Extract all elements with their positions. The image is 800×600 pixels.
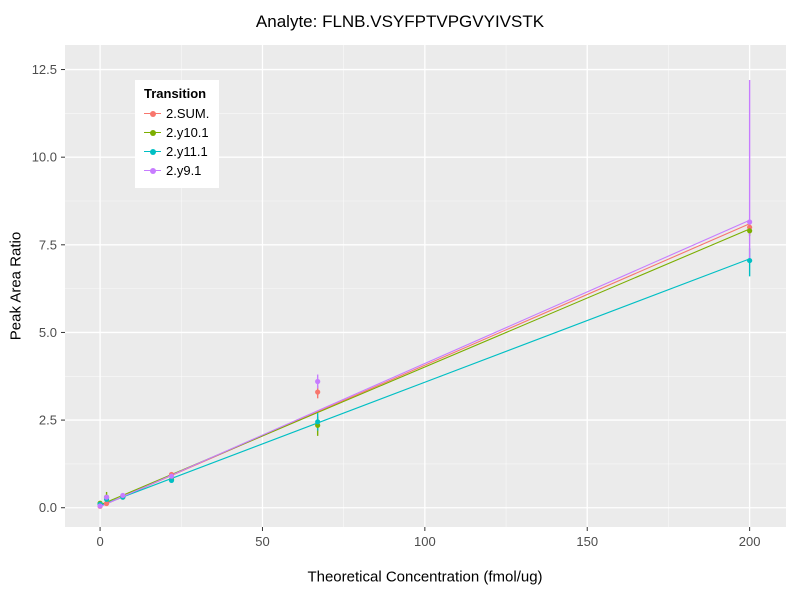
svg-text:150: 150 bbox=[576, 534, 598, 549]
legend-key-icon bbox=[144, 125, 161, 140]
legend-item-label: 2.y11.1 bbox=[166, 144, 208, 159]
svg-text:100: 100 bbox=[414, 534, 436, 549]
legend-key-icon bbox=[144, 144, 161, 159]
svg-text:0.0: 0.0 bbox=[39, 500, 57, 515]
legend: Transition 2.SUM. 2.y10.1 2.y11.1 2.y9.1 bbox=[135, 80, 220, 188]
svg-text:7.5: 7.5 bbox=[39, 237, 57, 252]
legend-item: 2.SUM. bbox=[144, 104, 209, 123]
chart-title: Analyte: FLNB.VSYFPTVPGVYIVSTK bbox=[255, 12, 545, 31]
legend-title: Transition bbox=[144, 86, 207, 101]
legend-item: 2.y9.1 bbox=[144, 161, 209, 180]
svg-text:200: 200 bbox=[739, 534, 761, 549]
legend-item-label: 2.y9.1 bbox=[166, 163, 202, 178]
x-axis-label: Theoretical Concentration (fmol/ug) bbox=[307, 568, 543, 586]
legend-item-label: 2.SUM. bbox=[166, 106, 210, 121]
legend-item-label: 2.y10.1 bbox=[166, 125, 209, 140]
legend-key-icon bbox=[144, 163, 161, 178]
svg-text:10.0: 10.0 bbox=[32, 150, 57, 165]
legend-item: 2.y11.1 bbox=[144, 142, 209, 161]
legend-key-icon bbox=[144, 106, 161, 121]
svg-text:50: 50 bbox=[255, 534, 269, 549]
svg-text:12.5: 12.5 bbox=[32, 62, 57, 77]
svg-text:0: 0 bbox=[96, 534, 103, 549]
svg-text:5.0: 5.0 bbox=[39, 325, 57, 340]
svg-text:2.5: 2.5 bbox=[39, 413, 57, 428]
legend-item: 2.y10.1 bbox=[144, 123, 209, 142]
